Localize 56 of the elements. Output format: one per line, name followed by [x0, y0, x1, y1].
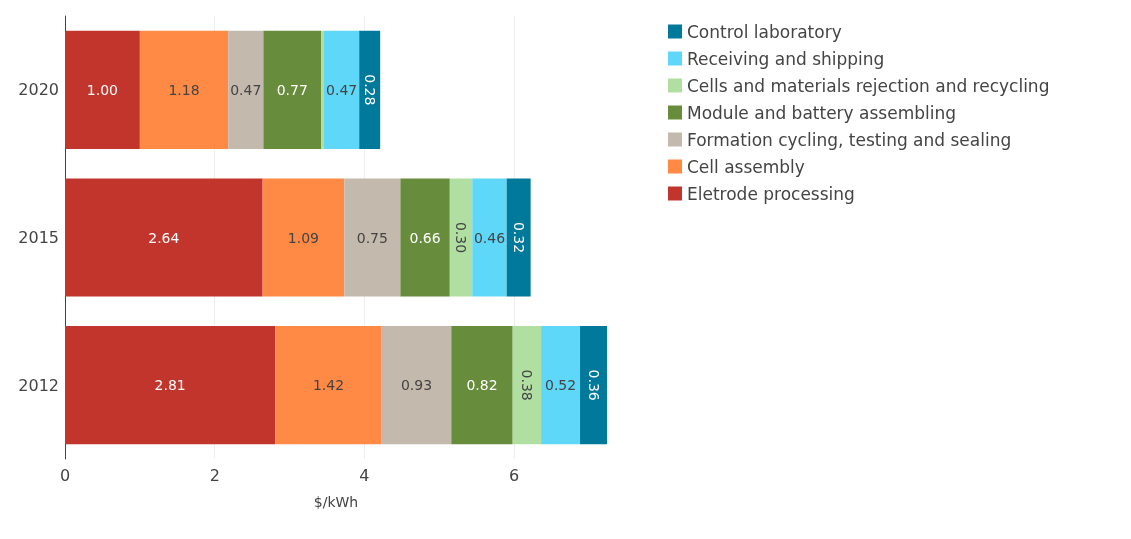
legend-label: Formation cycling, testing and sealing: [687, 129, 1012, 150]
bar: [381, 326, 452, 445]
legend-label: Receiving and shipping: [687, 48, 885, 69]
bar: [451, 326, 513, 445]
data-label: 0.30: [453, 221, 470, 254]
bar: [512, 326, 542, 445]
bar: [541, 326, 581, 445]
bar: [344, 178, 401, 297]
data-label: 0.46: [473, 229, 506, 246]
x-axis-title: $/kWh: [313, 494, 359, 510]
data-label: 0.77: [276, 81, 308, 98]
data-label: 2.64: [148, 229, 180, 246]
data-label: 0.75: [356, 229, 388, 246]
bar: [262, 178, 345, 297]
bar: [324, 30, 360, 149]
data-label: 0.36: [585, 369, 602, 401]
data-label: 1.42: [312, 377, 345, 394]
legend-label: Module and battery assembling: [687, 102, 957, 123]
bar: [228, 30, 264, 149]
bar: [65, 30, 140, 149]
bar: [263, 30, 322, 149]
data-label: 0.52: [545, 377, 577, 394]
data-label: 0.47: [230, 81, 262, 98]
bar: [400, 178, 450, 297]
data-label: 0.47: [326, 81, 358, 98]
x-tick-label: 0: [59, 465, 71, 485]
y-tick-label: 2012: [18, 375, 59, 395]
data-label: 1.18: [168, 81, 200, 98]
y-tick-label: 2020: [18, 80, 59, 100]
bar: [472, 178, 507, 297]
bar: [321, 30, 325, 149]
data-label: 2.81: [154, 377, 186, 394]
bar: [65, 326, 276, 445]
data-label: 1.09: [287, 229, 320, 246]
legend-label: Control laboratory: [687, 21, 842, 42]
x-tick-label: 6: [509, 465, 520, 485]
bar: [449, 178, 473, 297]
data-label: 0.32: [510, 221, 527, 254]
bar: [275, 326, 382, 445]
data-label: 1.00: [86, 81, 119, 98]
data-label: 0.82: [466, 377, 498, 394]
data-label: 0.66: [409, 229, 441, 246]
x-tick-label: 4: [359, 465, 370, 485]
data-label: 0.28: [361, 74, 378, 106]
data-label: 0.38: [518, 369, 535, 401]
legend-label: Eletrode processing: [687, 183, 855, 204]
legend-label: Cell assembly: [687, 156, 805, 177]
bar: [139, 30, 229, 149]
bar: [65, 178, 263, 297]
data-label: 0.93: [400, 377, 433, 394]
x-tick-label: 2: [209, 465, 220, 485]
bar: [580, 326, 607, 445]
legend-label: Cells and materials rejection and recycling: [687, 75, 1050, 96]
bar: [359, 30, 381, 149]
y-tick-label: 2015: [18, 228, 59, 247]
bar: [506, 178, 531, 297]
